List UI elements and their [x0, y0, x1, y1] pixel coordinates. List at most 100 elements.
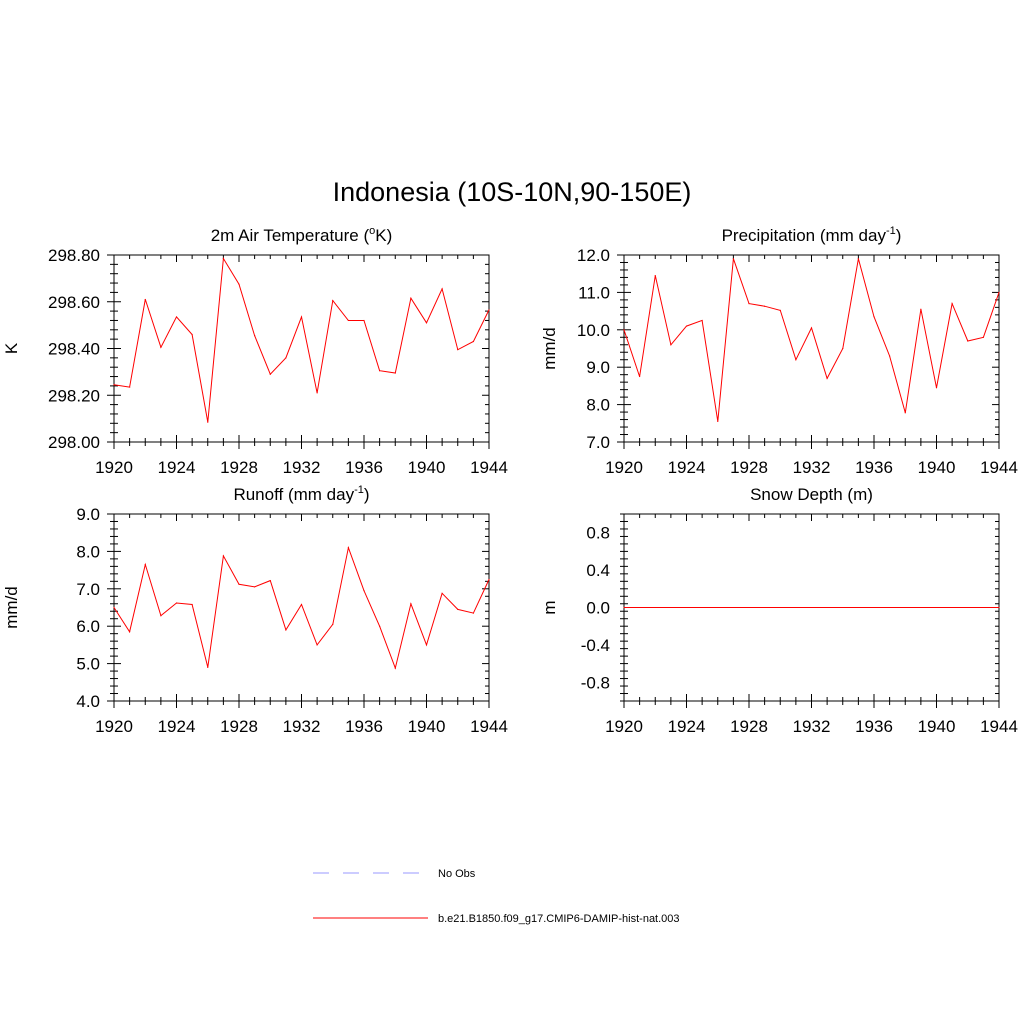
data-point [394, 667, 396, 669]
chart-panel-2: Precipitation (mm day-1) mm/d 1920 1924 1928… [540, 225, 1018, 477]
legend-label-1: No Obs [438, 868, 476, 880]
y-axis-label: mm/d [540, 327, 559, 370]
y-tick-label: 9.0 [586, 358, 610, 377]
x-tick-label: 1932 [793, 717, 831, 736]
panel-title: Snow Depth (m) [750, 485, 873, 504]
y-tick-label: 298.60 [48, 293, 100, 312]
data-point [998, 291, 1000, 293]
y-tick-label: 8.0 [76, 542, 100, 561]
x-tick-label: 1940 [918, 717, 956, 736]
data-point [998, 606, 1000, 609]
data-point [332, 623, 334, 625]
data-point [488, 309, 490, 311]
y-tick-label: 8.0 [586, 396, 610, 415]
x-tick-label: 1928 [730, 717, 768, 736]
data-point [826, 377, 828, 380]
y-tick-label: 5.0 [76, 655, 100, 674]
data-point [160, 615, 162, 617]
data-point [623, 329, 625, 331]
data-point [113, 384, 115, 386]
data-point [951, 303, 953, 305]
data-point [764, 305, 766, 307]
data-point [410, 603, 412, 605]
y-tick-label: 7.0 [76, 580, 100, 599]
data-point [441, 592, 443, 594]
data-point [144, 563, 146, 566]
data-point [316, 644, 318, 646]
x-tick-label: 1924 [158, 458, 196, 477]
data-point [967, 340, 969, 342]
data-point [810, 327, 813, 329]
x-tick-label: 1928 [220, 458, 258, 477]
series-line [623, 258, 1000, 422]
data-point [472, 612, 474, 614]
data-point [457, 349, 459, 351]
y-tick-label: 11.0 [578, 283, 610, 302]
panel-title-main: Runoff (mm day [233, 485, 354, 504]
panel-title-superscript: o [369, 225, 375, 237]
figure-title: Indonesia (10S-10N,90-150E) [333, 177, 692, 207]
data-point [175, 602, 178, 604]
data-point [285, 357, 287, 359]
data-point [129, 631, 131, 633]
plot-frame [623, 254, 1000, 443]
data-point [332, 299, 334, 302]
x-tick-label: 1932 [283, 717, 321, 736]
data-point [175, 316, 178, 318]
x-tick-label: 1924 [158, 717, 196, 736]
x-tick-label: 1932 [793, 458, 831, 477]
x-tick-label: 1936 [345, 717, 383, 736]
y-tick-label: 0.0 [586, 599, 610, 618]
panel-title-main: Snow Depth (m) [750, 485, 873, 504]
data-point [285, 629, 287, 631]
data-point [207, 421, 209, 423]
panel-title-superscript: -1 [354, 484, 364, 496]
data-point [873, 316, 875, 318]
data-point [379, 370, 381, 372]
data-point [639, 375, 641, 378]
data-point [379, 625, 381, 627]
x-tick-label: 1936 [855, 717, 893, 736]
y-tick-label: -0.8 [581, 673, 610, 692]
data-point [441, 288, 443, 290]
x-tick-label: 1928 [730, 458, 768, 477]
data-point [207, 666, 209, 668]
y-tick-label: 298.80 [48, 246, 100, 265]
legend: No Obs b.e21.B1850.f09_g17.CMIP6-DAMIP-hi… [313, 868, 680, 925]
data-point [410, 297, 412, 299]
x-tick-label: 1944 [470, 717, 508, 736]
x-tick-label: 1944 [980, 458, 1018, 477]
data-point [347, 319, 349, 322]
data-point [654, 274, 656, 277]
data-point [425, 644, 428, 646]
data-point [472, 340, 474, 343]
panel-title-tail: ) [896, 226, 902, 245]
x-tick-label: 1944 [470, 458, 508, 477]
y-tick-label: 9.0 [76, 505, 100, 524]
data-point [701, 319, 703, 322]
x-tick-label: 1932 [283, 458, 321, 477]
y-tick-label: 12.0 [577, 246, 610, 265]
y-axis-label: K [2, 342, 21, 354]
x-tick-label: 1940 [408, 458, 446, 477]
data-point [685, 325, 688, 327]
panel-title-main: 2m Air Temperature ( [211, 226, 370, 245]
chart-panel-3: Runoff (mm day-1) mm/d 1920 1924 1928 1932 193… [2, 484, 508, 736]
data-point [191, 333, 193, 336]
x-tick-label: 1924 [668, 717, 706, 736]
y-tick-label: 4.0 [76, 692, 100, 711]
x-tick-label: 1940 [408, 717, 446, 736]
y-tick-label: 298.00 [48, 433, 100, 452]
x-tick-label: 1920 [95, 458, 133, 477]
y-axis-label: mm/d [2, 586, 21, 629]
x-tick-label: 1936 [855, 458, 893, 477]
data-point [889, 355, 891, 357]
data-point [457, 608, 459, 610]
data-point [300, 316, 303, 318]
chart-panel-4: Snow Depth (m) m 1920 1924 1928 1932 1936 1940 1… [540, 485, 1018, 736]
data-point [732, 258, 734, 260]
y-axis-label: m [540, 600, 559, 614]
y-tick-label: 298.40 [48, 340, 100, 359]
data-point [935, 387, 938, 389]
data-point [904, 412, 906, 414]
